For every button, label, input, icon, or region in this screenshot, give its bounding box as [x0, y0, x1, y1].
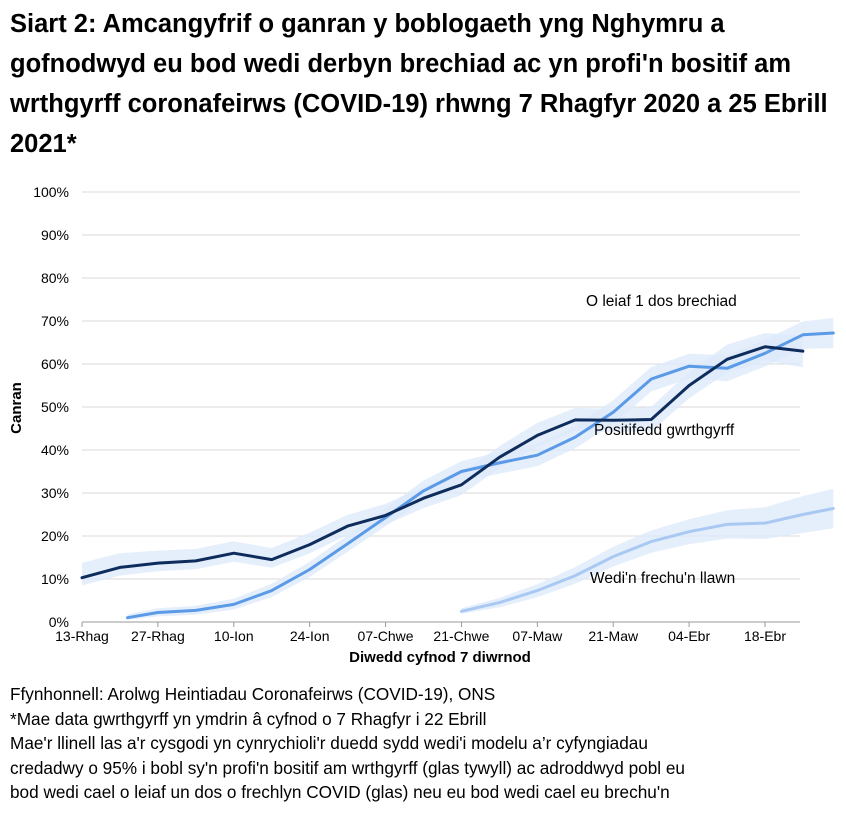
x-tick-label: 07-Chwe: [358, 628, 414, 644]
band-wedi-n-frechu-n-llawn: [461, 488, 834, 614]
line-wedi-n-frechu-n-llawn: [459, 507, 835, 613]
x-tick-label: 21-Chwe: [433, 628, 489, 644]
source-note: Ffynhonnell: Arolwg Heintiadau Coronafei…: [10, 684, 496, 704]
x-tick-label: 04-Ebr: [668, 628, 710, 644]
y-axis-label: Canran: [8, 382, 25, 434]
series-labels: O leiaf 1 dos brechiad Positifedd gwrthg…: [586, 293, 737, 587]
series-label-fully-vaccinated: Wedi'n frechu'n llawn: [590, 570, 735, 587]
chart-title: Siart 2: Amcangyfrif o ganran y boblogae…: [10, 10, 828, 158]
chart-notes: Ffynhonnell: Arolwg Heintiadau Coronafei…: [10, 682, 844, 805]
x-axis-ticks: 13-Rhag 27-Rhag 10-Ion 24-Ion 07-Chwe 21-Chwe…: [55, 622, 786, 644]
y-tick-label: 10%: [41, 571, 69, 587]
y-tick-label: 90%: [41, 227, 69, 243]
y-axis-ticks: 0% 10% 20% 30% 40% 50% 60% 70% 80% 90% 100%: [33, 184, 69, 630]
x-tick-label: 18-Ebr: [744, 628, 786, 644]
band-o-leiaf-1-dos-brechiad: [127, 318, 834, 620]
x-tick-label: 10-Ion: [214, 628, 254, 644]
x-tick-label: 07-Maw: [512, 628, 563, 644]
note-line-2: credadwy o 95% i bobl sy'n profi'n bosit…: [10, 757, 685, 778]
series-label-antibody: Positifedd gwrthgyrff: [594, 422, 735, 439]
note-line-1: Mae'r llinell las a'r cysgodi yn cynrych…: [10, 733, 648, 753]
y-tick-label: 100%: [33, 184, 69, 200]
y-tick-label: 80%: [41, 270, 69, 286]
note-line-3: bod wedi cael o leiaf un dos o frechlyn …: [10, 782, 670, 802]
y-tick-label: 0%: [49, 614, 69, 630]
footnote: *Mae data gwrthgyrff yn ymdrin â cyfnod …: [10, 708, 487, 729]
y-tick-label: 60%: [41, 356, 69, 372]
x-tick-label: 24-Ion: [290, 628, 330, 644]
series-lines: [80, 331, 835, 620]
line-positifedd-gwrthgyrff: [80, 345, 805, 580]
line-chart: 0% 10% 20% 30% 40% 50% 60% 70% 80% 90% 100% 13-Rha…: [8, 184, 835, 666]
line-o-leiaf-1-dos-brechiad: [126, 331, 835, 620]
x-axis-label: Diwedd cyfnod 7 diwrnod: [349, 649, 531, 666]
y-tick-label: 20%: [41, 528, 69, 544]
series-label-vaccine-first-dose: O leiaf 1 dos brechiad: [586, 293, 737, 310]
x-tick-label: 27-Rhag: [131, 628, 185, 644]
x-tick-label: 21-Maw: [588, 628, 639, 644]
x-tick-label: 13-Rhag: [55, 628, 109, 644]
gridlines: [82, 191, 800, 623]
y-tick-label: 30%: [41, 485, 69, 501]
y-tick-label: 40%: [41, 442, 69, 458]
y-tick-label: 70%: [41, 313, 69, 329]
y-tick-label: 50%: [41, 399, 69, 415]
